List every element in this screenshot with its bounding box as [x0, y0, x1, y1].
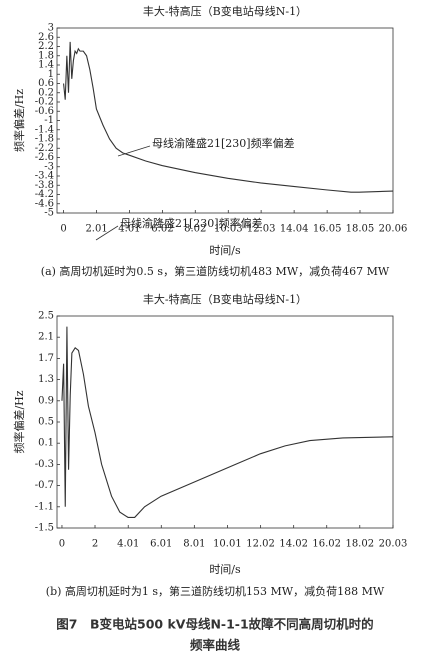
y-tick-label: 0.2 [38, 87, 54, 98]
chart-title: 丰大-特高压（B变电站母线N-1） [143, 292, 307, 306]
annotation-leader [117, 145, 151, 157]
x-tick-label: 0 [60, 224, 66, 235]
x-tick-label: 4.01 [117, 539, 139, 550]
y-tick-label: -1.1 [35, 501, 54, 512]
y-tick-label: -1.8 [35, 134, 54, 145]
x-tick-label: 6.01 [150, 539, 172, 550]
y-tick-label: 0.6 [38, 78, 54, 89]
x-tick-label: 12.02 [246, 539, 275, 550]
subcaption: (a) 高周切机延时为0.5 s，第三道防线切机483 MW，减负荷467 MW [41, 264, 390, 278]
y-tick-label: -1.5 [35, 523, 54, 534]
x-tick-label: 2.01 [85, 224, 107, 235]
y-tick-label: 2.2 [38, 41, 54, 52]
x-tick-label: 12.03 [247, 224, 276, 235]
y-tick-label: -0.2 [35, 97, 54, 108]
y-tick-label: -4.6 [35, 198, 54, 209]
y-tick-label: 0.5 [38, 417, 54, 428]
x-tick-label: 16.05 [313, 224, 342, 235]
y-tick-label: -2.2 [35, 143, 54, 154]
y-tick-label: -1.4 [35, 124, 54, 135]
y-tick-label: 2.1 [38, 332, 54, 343]
y-tick-label: -4.2 [35, 189, 54, 200]
x-tick-label: 4.01 [118, 224, 140, 235]
y-tick-label: -3.4 [35, 171, 54, 182]
x-axis-label: 时间/s [209, 563, 241, 576]
x-tick-label: 20.03 [379, 539, 408, 550]
x-tick-label: 20.06 [379, 224, 408, 235]
y-tick-label: -3 [44, 161, 54, 172]
plot-frame [56, 27, 394, 214]
annotation: 母线渝隆盛21[230]频率偏差 [152, 136, 295, 150]
line [61, 326, 394, 518]
y-tick-label: -2.6 [35, 152, 54, 163]
subcaption: (b) 高周切机延时为1 s，第三道防线切机153 MW，减负荷188 MW [46, 584, 385, 598]
y-tick-label: 1.4 [38, 60, 54, 71]
x-tick-label: 2 [92, 539, 98, 550]
figure-caption: 频率曲线 [190, 638, 241, 653]
x-tick-label: 10.01 [213, 539, 242, 550]
y-tick-label: -5 [44, 208, 54, 219]
y-tick-label: 1.7 [38, 353, 54, 364]
x-tick-label: 8.01 [183, 539, 205, 550]
y-tick-label: 3 [48, 23, 54, 34]
y-axis-label: 频率偏差/Hz [12, 89, 26, 152]
plot-frame [56, 315, 394, 529]
y-tick-label: -0.7 [35, 480, 54, 491]
figure-caption: 图7 B变电站500 kV母线N-1-1故障不同高周切机时的 [56, 617, 373, 632]
annotation-leader [95, 225, 119, 241]
y-tick-label: -3.8 [35, 180, 54, 191]
y-tick-label: 0.9 [38, 395, 54, 406]
y-tick-label: -0.3 [35, 459, 54, 470]
y-tick-label: 2.6 [38, 32, 54, 43]
chart-title: 丰大-特高压（B变电站母线N-1） [143, 4, 307, 18]
annotation: 母线渝隆盛21[230]频率偏差 [120, 216, 263, 230]
x-tick-label: 0 [59, 539, 65, 550]
x-tick-label: 18.05 [346, 224, 375, 235]
y-tick-label: 2.5 [38, 311, 54, 322]
x-tick-label: 18.02 [345, 539, 374, 550]
x-tick-label: 16.02 [312, 539, 341, 550]
y-tick-label: 1.3 [38, 374, 54, 385]
y-axis-label: 频率偏差/Hz [12, 390, 26, 453]
x-tick-label: 8.02 [184, 224, 206, 235]
y-tick-label: 1 [48, 69, 54, 80]
line [63, 41, 394, 193]
y-tick-label: -0.6 [35, 106, 54, 117]
x-tick-label: 14.04 [280, 224, 309, 235]
x-tick-label: 14.02 [279, 539, 308, 550]
y-tick-label: 0.1 [38, 438, 54, 449]
x-axis-label: 时间/s [209, 244, 241, 257]
y-tick-label: 1.8 [38, 50, 54, 61]
y-tick-label: -1 [44, 115, 54, 126]
x-tick-label: 6.02 [151, 224, 173, 235]
x-tick-label: 10.03 [214, 224, 243, 235]
